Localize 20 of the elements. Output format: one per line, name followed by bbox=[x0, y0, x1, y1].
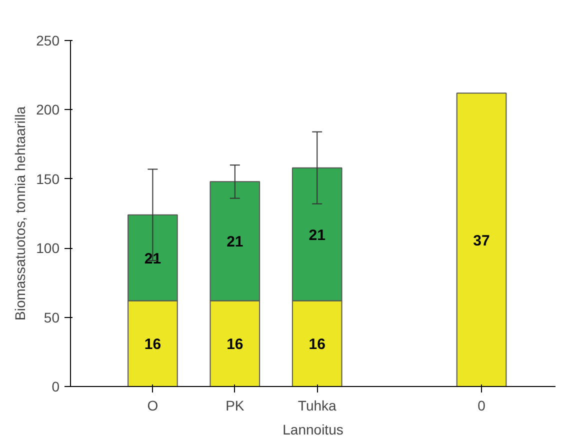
y-tick-label: 100 bbox=[36, 240, 60, 256]
annotation: 16 bbox=[308, 336, 326, 354]
y-tick-label: 200 bbox=[36, 102, 60, 118]
annotation: 37 bbox=[473, 232, 490, 250]
annotation: 16 bbox=[226, 336, 244, 354]
y-tick-label: 50 bbox=[44, 309, 60, 326]
y-tick-label: 250 bbox=[36, 32, 60, 48]
x-tick-label: PK bbox=[226, 398, 245, 414]
x-axis-title: Lannoitus bbox=[282, 422, 344, 438]
y-tick-label: 150 bbox=[36, 170, 60, 187]
x-tick-label: Tuhka bbox=[298, 398, 337, 414]
x-tick-label: 0 bbox=[478, 398, 486, 414]
annotation: 21 bbox=[308, 226, 326, 244]
bar bbox=[456, 92, 507, 386]
x-tick-label: O bbox=[147, 398, 158, 414]
y-tick-label: 0 bbox=[52, 378, 60, 394]
annotation: 21 bbox=[226, 234, 244, 251]
annotation: 16 bbox=[144, 336, 162, 354]
annotation: 21 bbox=[144, 250, 162, 268]
y-axis-title: Biomassatuotos, tonnia hehtaarilla bbox=[12, 106, 28, 321]
